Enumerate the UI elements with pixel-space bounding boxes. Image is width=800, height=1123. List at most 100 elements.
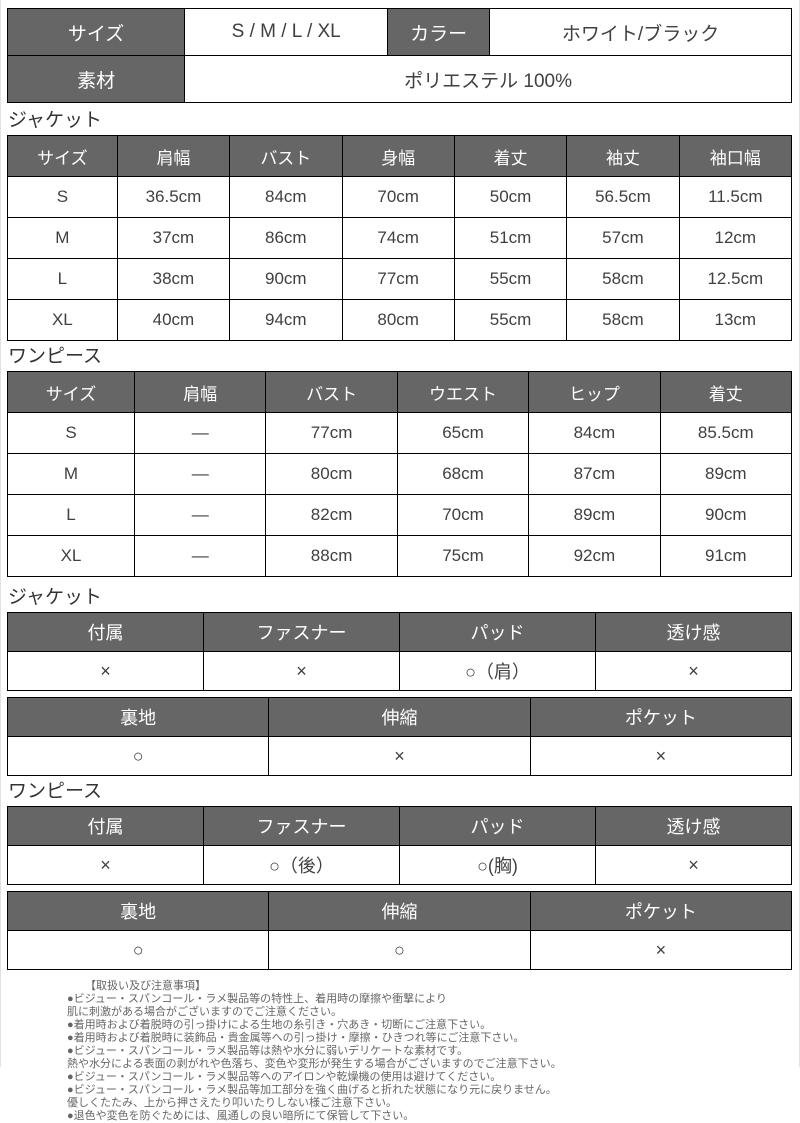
section-label-jacket-size: ジャケット [8, 110, 103, 131]
value-cell: × [203, 651, 400, 691]
care-note-line: ●着用時および着脱時に装飾品・貴金属等への引っ掛け・摩擦・ひきつれ等にご注意下さ… [67, 1032, 525, 1044]
value-cell: 84cm [528, 412, 661, 454]
column-header-cell: 付属 [7, 612, 204, 652]
value-cell: 84cm [229, 176, 343, 218]
column-header-cell: 裏地 [6, 891, 270, 931]
value-cell: ○(胸) [399, 845, 596, 885]
care-note-line: ●ビジュー・スパンコール・ラメ製品等加工部分を強く曲げると折れた状態になり元に戻… [67, 1084, 557, 1096]
column-header-cell: 裏地 [6, 697, 270, 737]
value-cell: ホワイト/ブラック [489, 8, 792, 56]
table-row: L 38cm 90cm 77cm 55cm 58cm 12.5cm [7, 258, 793, 300]
value-cell: 75cm [396, 535, 530, 577]
value-cell: 55cm [453, 299, 568, 341]
table-row: S 36.5cm 84cm 70cm 50cm 56.5cm 11.5cm [7, 176, 793, 218]
value-cell: × [529, 736, 793, 776]
value-cell: 90cm [229, 258, 343, 300]
table-row: L —82cm 70cm 89cm 90cm [7, 494, 793, 536]
column-header-cell: 素材 [6, 55, 186, 103]
column-header-cell: ファスナー [203, 806, 400, 846]
section-label-jacket-attr: ジャケット [8, 587, 103, 608]
care-note-line: 優しくたたみ、上から押さえたり叩いたりしない様ご注意下さい。 [67, 1097, 397, 1109]
care-note-line: ●着用時および着脱時の引っ掛けによる生地の糸引き・穴あき・切断にご注意下さい。 [67, 1019, 492, 1031]
value-cell: ポリエステル 100% [184, 55, 792, 103]
table-row: 素材 ポリエステル 100% [6, 55, 792, 103]
value-cell: 58cm [566, 299, 680, 341]
value-cell: 90cm [659, 494, 793, 536]
value-cell: — [133, 412, 267, 454]
column-header-cell: 身幅 [341, 135, 455, 177]
table-row: サイズ 肩幅 バスト ウエスト ヒップ 着丈 [7, 371, 793, 413]
value-cell: L [7, 258, 118, 300]
jacket-attribute-table-b: 裏地 伸縮 ポケット ○ × × [6, 697, 793, 776]
table-row: サイズ S / M / L / XL カラー ホワイト/ブラック [6, 8, 792, 56]
value-cell: 82cm [265, 494, 398, 536]
table-row: 裏地 伸縮 ポケット [6, 891, 793, 931]
column-header-cell: ヒップ [528, 371, 661, 413]
column-header-cell: ポケット [529, 697, 793, 737]
column-header-cell: サイズ [7, 371, 135, 413]
column-header-cell: サイズ [7, 135, 118, 177]
value-cell: ○ [6, 930, 270, 970]
care-note-line: ●退色や変色を防ぐためには、風通しの良い暗所にて保管して下さい。 [67, 1110, 415, 1122]
size-spec-page: サイズ S / M / L / XL カラー ホワイト/ブラック 素材 ポリエステル 10… [6, 8, 793, 1122]
value-cell: 77cm [341, 258, 455, 300]
column-header-cell: 付属 [7, 806, 204, 846]
column-header-cell: ファスナー [203, 612, 400, 652]
column-header-cell: 袖口幅 [678, 135, 793, 177]
value-cell: — [133, 494, 267, 536]
value-cell: 38cm [116, 258, 231, 300]
table-row: XL 40cm 94cm 80cm 55cm 58cm 13cm [7, 299, 793, 341]
value-cell: 50cm [453, 176, 568, 218]
value-cell: 92cm [528, 535, 661, 577]
value-cell: S / M / L / XL [184, 8, 389, 56]
value-cell: 70cm [341, 176, 455, 218]
column-header-cell: バスト [265, 371, 398, 413]
section-label-onepiece-size: ワンピース [8, 346, 103, 367]
onepiece-size-table: サイズ 肩幅 バスト ウエスト ヒップ 着丈 S —77cm 65cm 84cm 85.5cm M —8… [7, 371, 793, 577]
value-cell: 55cm [453, 258, 568, 300]
care-notes-title: 【取扱い及び注意事項】 [85, 980, 206, 992]
value-cell: ○ [6, 736, 270, 776]
value-cell: 77cm [265, 412, 398, 454]
care-notes-lines: ●ビジュー・スパンコール・ラメ製品等の特性上、着用時の摩擦や衝撃により 肌に刺激が… [67, 993, 793, 1123]
value-cell: 13cm [678, 299, 793, 341]
value-cell: 65cm [396, 412, 530, 454]
care-note-line: ●ビジュー・スパンコール・ラメ製品等の特性上、着用時の摩擦や衝撃により [67, 993, 447, 1005]
value-cell: S [7, 176, 118, 218]
jacket-size-table: サイズ 肩幅 バスト 身幅 着丈 袖丈 袖口幅 S 36.5cm 84cm 70cm 50cm 56.5… [7, 135, 793, 341]
table-row: 付属 ファスナー パッド 透け感 [7, 806, 792, 846]
value-cell: × [595, 845, 792, 885]
table-row: × × ○（肩） × [7, 651, 792, 691]
column-header-cell: ポケット [529, 891, 793, 931]
value-cell: × [268, 736, 531, 776]
value-cell: ○（肩） [399, 651, 596, 691]
table-row: M —80cm 68cm 87cm 89cm [7, 453, 793, 495]
onepiece-attribute-table-b: 裏地 伸縮 ポケット ○ ○ × [6, 891, 793, 970]
value-cell: ○ [268, 930, 531, 970]
care-note-line: 熱や水分による表面の剥がれや色落ち、変色や変形が発生する場合がございますのでご注… [67, 1058, 562, 1070]
column-header-cell: サイズ [6, 8, 186, 56]
column-header-cell: パッド [399, 806, 596, 846]
section-label-onepiece-attr: ワンピース [8, 781, 103, 802]
value-cell: 88cm [265, 535, 398, 577]
column-header-cell: 肩幅 [116, 135, 231, 177]
care-note-line: ●ビジュー・スパンコール・ラメ製品等は熱や水分に弱いデリケートな素材です。 [67, 1045, 468, 1057]
value-cell: 89cm [528, 494, 661, 536]
value-cell: — [133, 535, 267, 577]
table-row: ○ ○ × [6, 930, 793, 970]
table-row: S —77cm 65cm 84cm 85.5cm [7, 412, 793, 454]
value-cell: × [7, 845, 204, 885]
value-cell: 70cm [396, 494, 530, 536]
value-cell: × [595, 651, 792, 691]
value-cell: × [7, 651, 204, 691]
value-cell: 57cm [566, 217, 680, 259]
column-header-cell: 透け感 [595, 612, 792, 652]
value-cell: 56.5cm [566, 176, 680, 218]
value-cell: × [529, 930, 793, 970]
value-cell: 86cm [229, 217, 343, 259]
care-notes: 【取扱い及び注意事項】 ●ビジュー・スパンコール・ラメ製品等の特性上、着用時の摩… [67, 980, 793, 1123]
value-cell: — [133, 453, 267, 495]
table-row: × ○（後） ○(胸) × [7, 845, 792, 885]
value-cell: 80cm [341, 299, 455, 341]
care-note-line: ●ビジュー・スパンコール・ラメ製品等へのアイロンや乾燥機の使用は避けてください。 [67, 1071, 502, 1083]
